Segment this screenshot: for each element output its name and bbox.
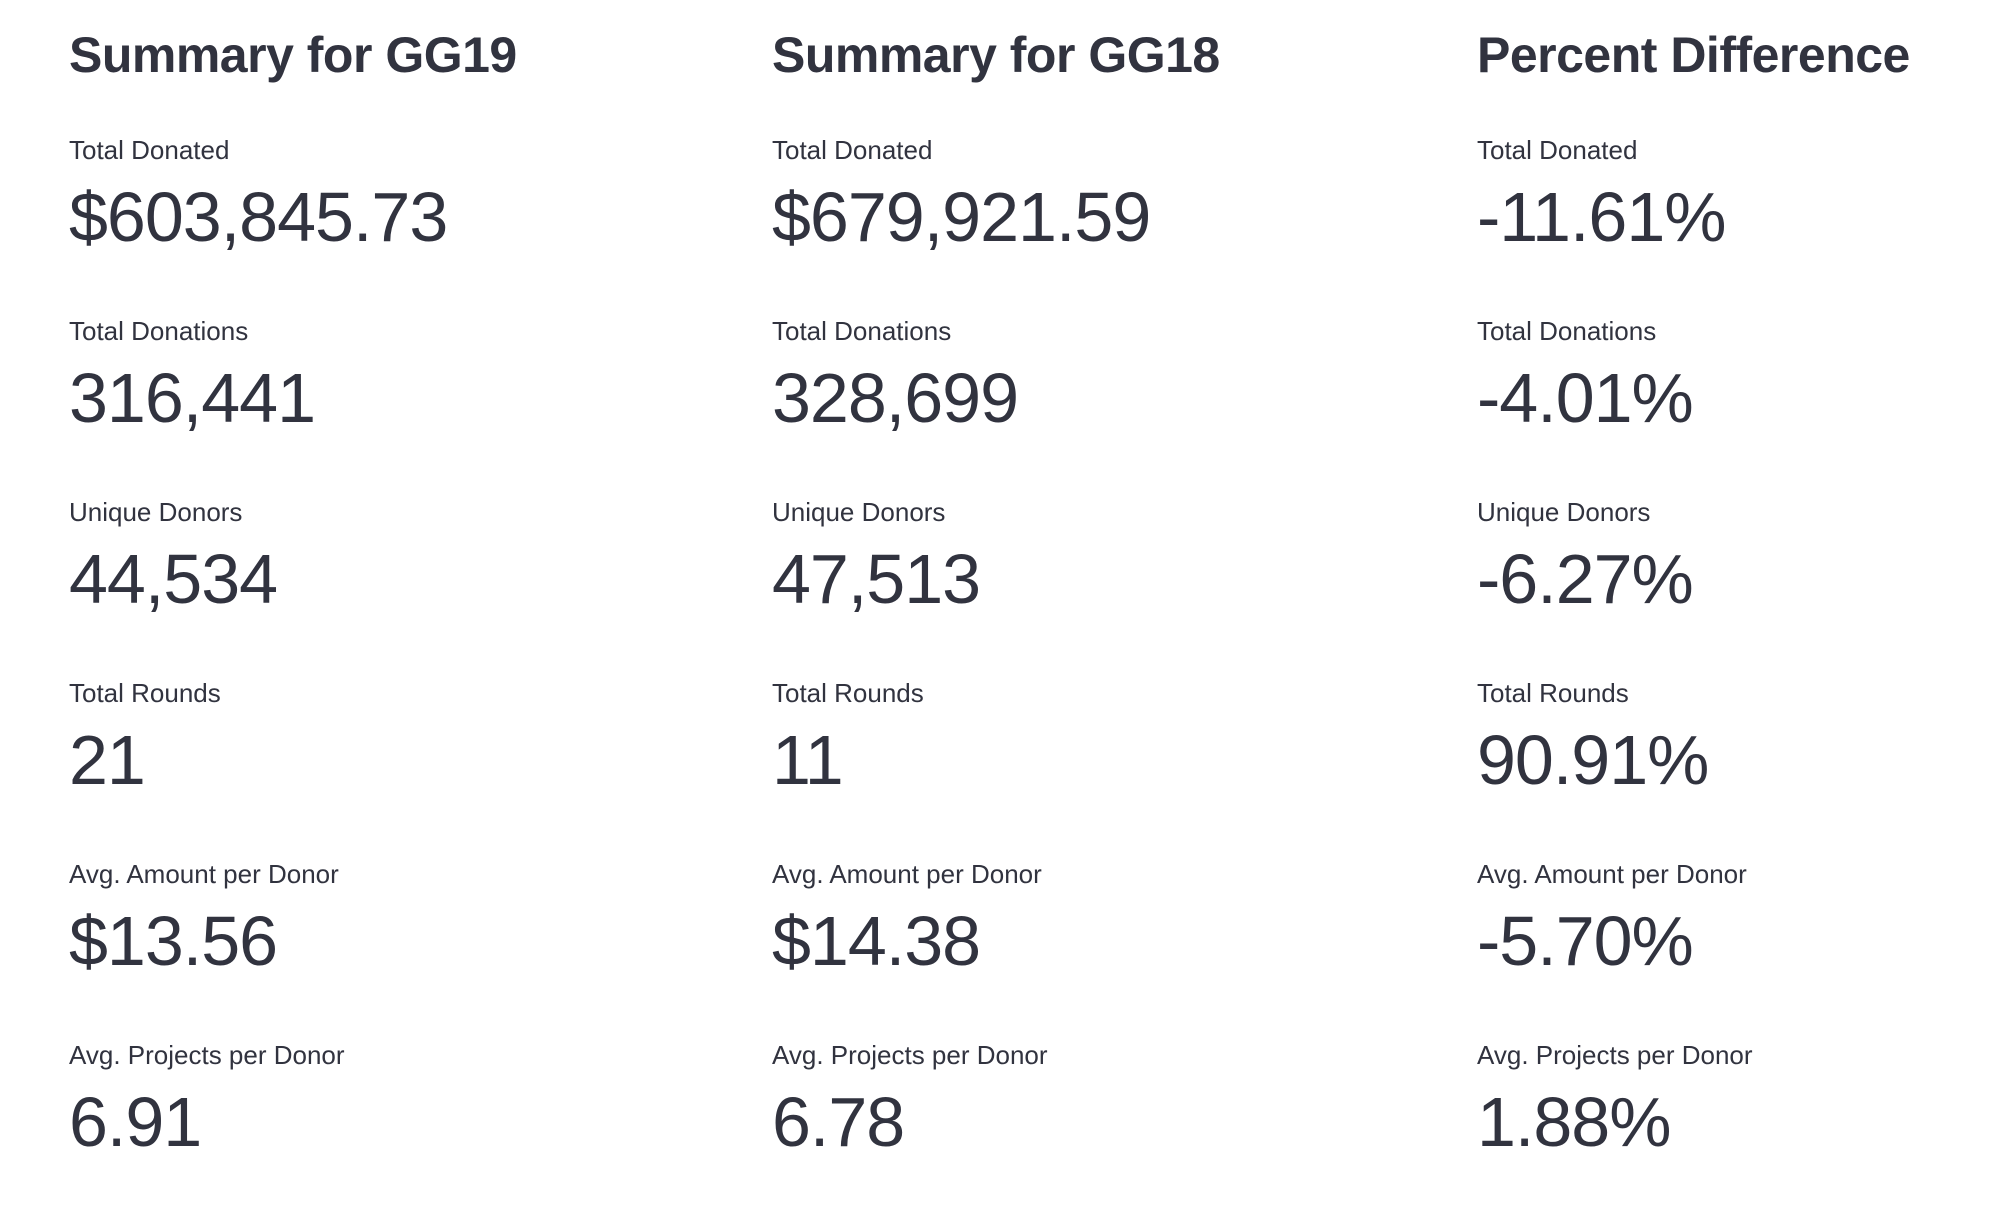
metric-value: -11.61% (1477, 178, 1727, 256)
summary-column: Summary for GG18 Total Donated $679,921.59… (772, 25, 1452, 1214)
metric-value: $603,845.73 (69, 178, 448, 256)
metric-value: $679,921.59 (772, 178, 1151, 256)
metric-value: 90.91% (1477, 721, 1709, 799)
metric-label: Total Donations (1477, 316, 1657, 346)
metric-value: -5.70% (1477, 902, 1694, 980)
column-title: Summary for GG18 (772, 27, 1220, 83)
metric: Unique Donors 47,513 (772, 490, 1452, 671)
metric: Avg. Amount per Donor $13.56 (69, 852, 749, 1033)
metric: Avg. Amount per Donor $14.38 (772, 852, 1452, 1033)
metric-value: 47,513 (772, 540, 981, 618)
metric-label: Total Rounds (1477, 678, 1629, 708)
column-title: Percent Difference (1477, 27, 1910, 83)
metric: Avg. Projects per Donor 6.78 (772, 1033, 1452, 1214)
metric: Total Donations -4.01% (1477, 309, 2012, 490)
metric-label: Avg. Amount per Donor (1477, 859, 1747, 889)
metric-label: Total Donations (772, 316, 952, 346)
metric: Unique Donors 44,534 (69, 490, 749, 671)
metric-label: Total Rounds (69, 678, 221, 708)
metric-label: Unique Donors (772, 497, 946, 527)
page: Summary for GG19 Total Donated $603,845.73… (69, 27, 1911, 1161)
metric-label: Avg. Amount per Donor (69, 859, 339, 889)
metric-label: Avg. Projects per Donor (69, 1040, 345, 1070)
metric: Total Donated $603,845.73 (69, 128, 749, 309)
metric-value: 6.78 (772, 1083, 905, 1161)
metric-label: Avg. Amount per Donor (772, 859, 1042, 889)
summary-column: Percent Difference Total Donated -11.61% To… (1477, 25, 2012, 1214)
metric-label: Total Donated (69, 135, 230, 165)
metric: Total Donations 328,699 (772, 309, 1452, 490)
metric-value: -4.01% (1477, 359, 1694, 437)
metric-value: 316,441 (69, 359, 316, 437)
summary-column: Summary for GG19 Total Donated $603,845.73… (69, 25, 749, 1214)
metric: Avg. Projects per Donor 6.91 (69, 1033, 749, 1214)
metric-value: 6.91 (69, 1083, 202, 1161)
metric: Avg. Projects per Donor 1.88% (1477, 1033, 2012, 1214)
metric-value: 1.88% (1477, 1083, 1671, 1161)
metric-label: Total Donations (69, 316, 249, 346)
metric-value: 21 (69, 721, 146, 799)
metric: Total Rounds 21 (69, 671, 749, 852)
metric-label: Unique Donors (69, 497, 243, 527)
metric-label: Avg. Projects per Donor (772, 1040, 1048, 1070)
metric-value: 44,534 (69, 540, 278, 618)
metric-label: Total Donated (772, 135, 933, 165)
metric-value: $13.56 (69, 902, 278, 980)
metric: Total Donated $679,921.59 (772, 128, 1452, 309)
metric-value: 11 (772, 721, 844, 799)
metric: Avg. Amount per Donor -5.70% (1477, 852, 2012, 1033)
metric-label: Total Donated (1477, 135, 1638, 165)
metric: Unique Donors -6.27% (1477, 490, 2012, 671)
metric: Total Rounds 90.91% (1477, 671, 2012, 852)
metric-value: 328,699 (772, 359, 1019, 437)
metric-label: Unique Donors (1477, 497, 1651, 527)
metric-value: -6.27% (1477, 540, 1694, 618)
metric-label: Total Rounds (772, 678, 924, 708)
metric-label: Avg. Projects per Donor (1477, 1040, 1753, 1070)
metric: Total Donations 316,441 (69, 309, 749, 490)
metric-value: $14.38 (772, 902, 981, 980)
metric: Total Rounds 11 (772, 671, 1452, 852)
column-title: Summary for GG19 (69, 27, 517, 83)
metric: Total Donated -11.61% (1477, 128, 2012, 309)
